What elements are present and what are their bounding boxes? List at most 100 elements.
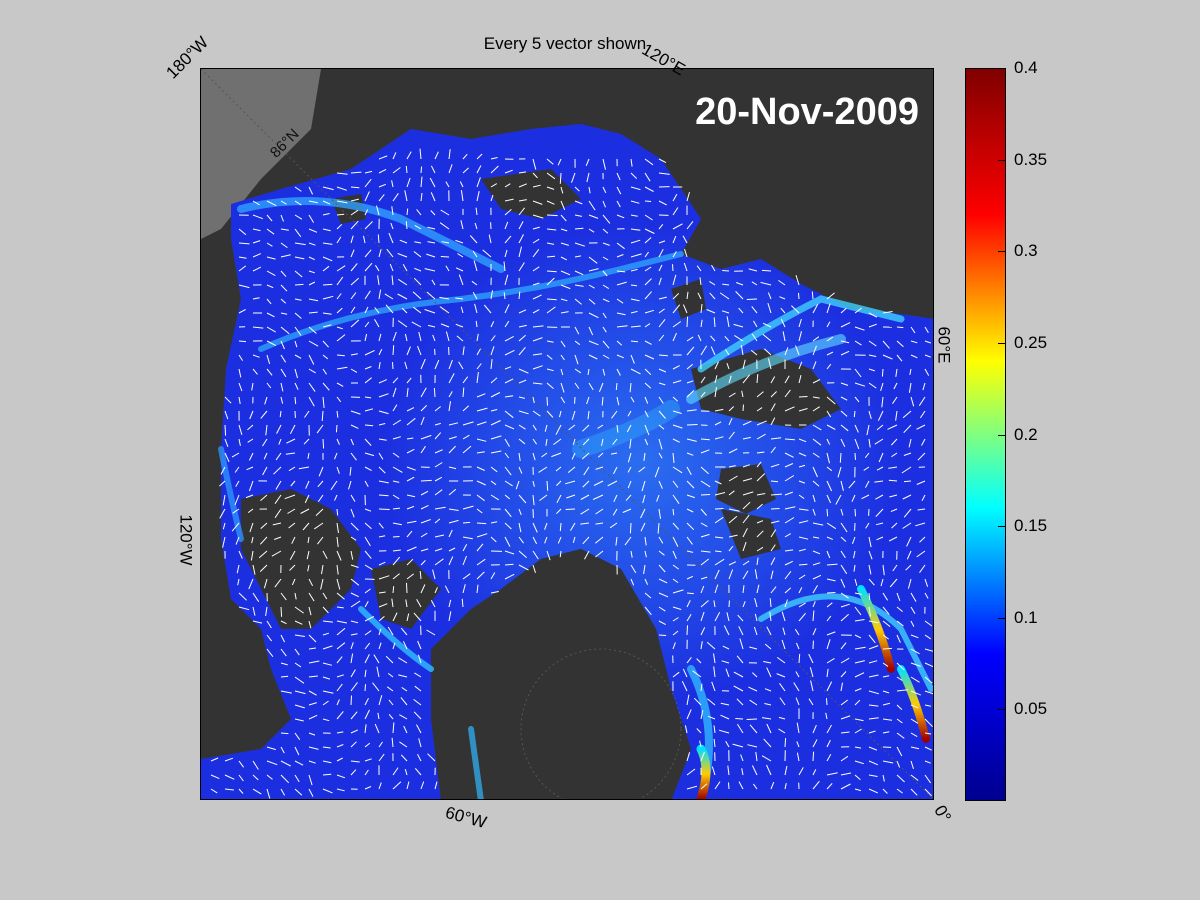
drift-vector — [658, 354, 668, 357]
drift-vector — [742, 601, 746, 608]
drift-vector — [780, 307, 786, 314]
drift-vector — [448, 488, 457, 496]
drift-vector — [891, 522, 898, 529]
drift-vector — [868, 323, 877, 328]
drift-vector — [812, 406, 820, 412]
drift-vector — [427, 226, 436, 230]
drift-vector — [448, 422, 459, 426]
drift-vector — [882, 718, 893, 721]
drift-vector — [392, 362, 394, 370]
drift-vector — [738, 626, 744, 636]
drift-vector — [266, 270, 276, 277]
drift-vector — [825, 712, 828, 720]
drift-vector — [385, 304, 394, 314]
drift-vector — [460, 306, 464, 314]
drift-vector — [232, 508, 240, 514]
drift-vector — [490, 335, 496, 342]
drift-vector — [532, 424, 537, 431]
drift-vector — [751, 306, 758, 314]
drift-vector — [476, 571, 485, 580]
drift-vector — [336, 438, 340, 445]
drift-vector — [560, 340, 566, 348]
drift-vector — [545, 438, 548, 446]
drift-vector — [784, 463, 794, 468]
drift-vector — [322, 354, 329, 360]
drift-vector — [294, 298, 302, 301]
drift-vector — [658, 438, 663, 450]
drift-vector — [504, 235, 512, 244]
drift-vector — [763, 661, 772, 664]
drift-vector — [336, 172, 348, 175]
drift-vector — [714, 408, 724, 412]
drift-vector — [532, 184, 541, 188]
drift-vector — [350, 729, 359, 734]
drift-vector — [252, 368, 258, 375]
drift-vector — [350, 760, 360, 763]
drift-vector — [574, 186, 580, 192]
drift-vector — [778, 716, 786, 720]
drift-vector — [476, 333, 479, 342]
colorbar-tick-mark — [998, 342, 1006, 344]
drift-vector — [318, 466, 324, 477]
drift-vector — [868, 690, 880, 695]
drift-vector — [728, 508, 740, 512]
drift-vector — [924, 746, 932, 751]
land-grey-region — [201, 69, 321, 239]
drift-vector — [238, 354, 244, 361]
drift-vector — [868, 674, 879, 678]
drift-vector — [378, 438, 387, 441]
drift-vector — [770, 493, 782, 496]
drift-vector — [735, 718, 744, 720]
drift-vector — [868, 717, 879, 720]
drift-vector — [658, 158, 667, 164]
drift-vector — [378, 480, 389, 484]
drift-vector — [210, 788, 218, 794]
drift-vector — [392, 642, 396, 650]
drift-vector — [746, 718, 758, 720]
drift-vector — [700, 376, 706, 384]
drift-vector — [364, 209, 369, 216]
drift-vector — [728, 417, 733, 426]
drift-vector — [532, 536, 538, 545]
drift-vector — [718, 729, 730, 734]
drift-vector — [672, 466, 683, 474]
drift-vector — [474, 303, 478, 314]
drift-vector — [742, 436, 751, 440]
drift-vector — [427, 753, 436, 762]
drift-vector — [364, 654, 370, 664]
drift-vector — [770, 781, 775, 790]
drift-vector — [308, 382, 316, 392]
drift-vector — [889, 494, 898, 498]
drift-vector — [672, 365, 680, 370]
drift-vector — [917, 508, 926, 511]
drift-vector — [448, 359, 453, 370]
drift-vector — [532, 550, 539, 560]
colorbar-tick-mark — [998, 434, 1006, 436]
drift-vector — [224, 438, 229, 447]
drift-vector — [266, 760, 278, 766]
drift-vector — [795, 345, 800, 356]
drift-vector — [276, 424, 282, 434]
drift-vector — [224, 452, 230, 463]
drift-vector — [308, 281, 316, 286]
drift-vector — [686, 409, 697, 412]
drift-vector — [490, 466, 498, 473]
drift-vector — [238, 340, 247, 343]
drift-vector — [231, 452, 240, 458]
drift-vector — [280, 620, 287, 625]
drift-vector — [401, 307, 408, 314]
drift-vector — [434, 489, 443, 496]
drift-vector — [672, 630, 679, 636]
drift-vector — [672, 396, 679, 402]
drift-vector — [684, 248, 688, 258]
drift-vector — [322, 773, 332, 776]
drift-vector — [602, 228, 609, 234]
drift-vector — [644, 424, 650, 436]
drift-vector — [812, 628, 817, 636]
drift-vector — [334, 452, 338, 460]
drift-vector — [812, 438, 822, 446]
drift-vector — [764, 688, 772, 692]
drift-vector — [250, 550, 254, 561]
drift-vector — [697, 292, 702, 300]
drift-vector — [733, 685, 744, 692]
